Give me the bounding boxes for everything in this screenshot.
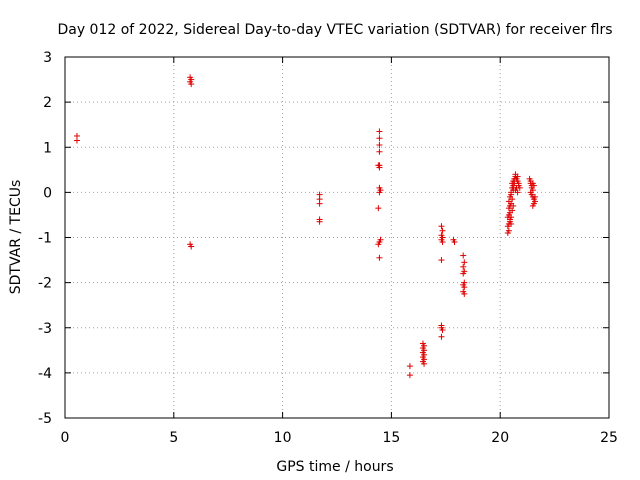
data-point bbox=[515, 180, 522, 187]
data-point bbox=[376, 128, 383, 135]
chart-title: Day 012 of 2022, Sidereal Day-to-day VTE… bbox=[57, 22, 612, 38]
data-point bbox=[529, 187, 536, 194]
data-point bbox=[508, 214, 515, 221]
data-point bbox=[514, 173, 521, 180]
y-tick-label: -5 bbox=[38, 411, 52, 427]
data-point bbox=[439, 227, 446, 234]
data-point bbox=[439, 239, 446, 246]
data-point bbox=[460, 252, 467, 259]
y-tick-label: 3 bbox=[43, 50, 52, 66]
x-tick-label: 5 bbox=[169, 430, 178, 446]
data-point bbox=[421, 360, 428, 367]
data-point bbox=[508, 191, 515, 198]
data-point bbox=[316, 200, 323, 207]
data-point bbox=[510, 202, 517, 209]
data-point bbox=[438, 333, 445, 340]
data-point bbox=[376, 141, 383, 148]
y-tick-label: -1 bbox=[38, 231, 52, 247]
data-point bbox=[376, 254, 383, 261]
data-point bbox=[451, 239, 458, 246]
grid-lines bbox=[65, 57, 609, 418]
data-point bbox=[461, 290, 468, 297]
data-point bbox=[406, 363, 413, 370]
y-tick-label: -4 bbox=[38, 366, 52, 382]
data-point bbox=[376, 189, 383, 196]
data-point bbox=[509, 196, 516, 203]
x-tick-label: 15 bbox=[382, 430, 400, 446]
data-point bbox=[460, 263, 467, 270]
x-axis-label: GPS time / hours bbox=[276, 459, 393, 475]
y-tick-label: -2 bbox=[38, 276, 52, 292]
y-axis-label: SDTVAR / TECUs bbox=[8, 180, 24, 295]
x-tick-label: 0 bbox=[61, 430, 70, 446]
data-point bbox=[439, 327, 446, 334]
data-point bbox=[516, 184, 523, 191]
data-point bbox=[461, 284, 468, 291]
y-tick-label: 1 bbox=[43, 140, 52, 156]
x-tick-label: 10 bbox=[274, 430, 292, 446]
data-point bbox=[438, 257, 445, 264]
data-point bbox=[376, 135, 383, 142]
data-point bbox=[316, 218, 323, 225]
data-point bbox=[528, 182, 535, 189]
data-point bbox=[188, 243, 195, 250]
data-point bbox=[406, 372, 413, 379]
data-point bbox=[532, 193, 539, 200]
data-point bbox=[527, 178, 534, 185]
x-tick-label: 20 bbox=[491, 430, 509, 446]
data-point bbox=[376, 162, 383, 169]
y-tick-label: -3 bbox=[38, 321, 52, 337]
data-point bbox=[529, 202, 536, 209]
data-point bbox=[509, 207, 516, 214]
data-point bbox=[461, 259, 468, 266]
data-point bbox=[376, 148, 383, 155]
data-point bbox=[514, 189, 521, 196]
data-point bbox=[508, 220, 515, 227]
y-tick-label: 0 bbox=[43, 185, 52, 201]
data-point bbox=[460, 270, 467, 277]
data-point bbox=[73, 137, 80, 144]
x-tick-label: 25 bbox=[600, 430, 618, 446]
data-points bbox=[73, 74, 539, 379]
data-point bbox=[375, 205, 382, 212]
data-point bbox=[375, 241, 382, 248]
data-point bbox=[188, 81, 195, 88]
y-tick-label: 2 bbox=[43, 95, 52, 111]
data-point bbox=[505, 227, 512, 234]
data-point bbox=[438, 223, 445, 230]
